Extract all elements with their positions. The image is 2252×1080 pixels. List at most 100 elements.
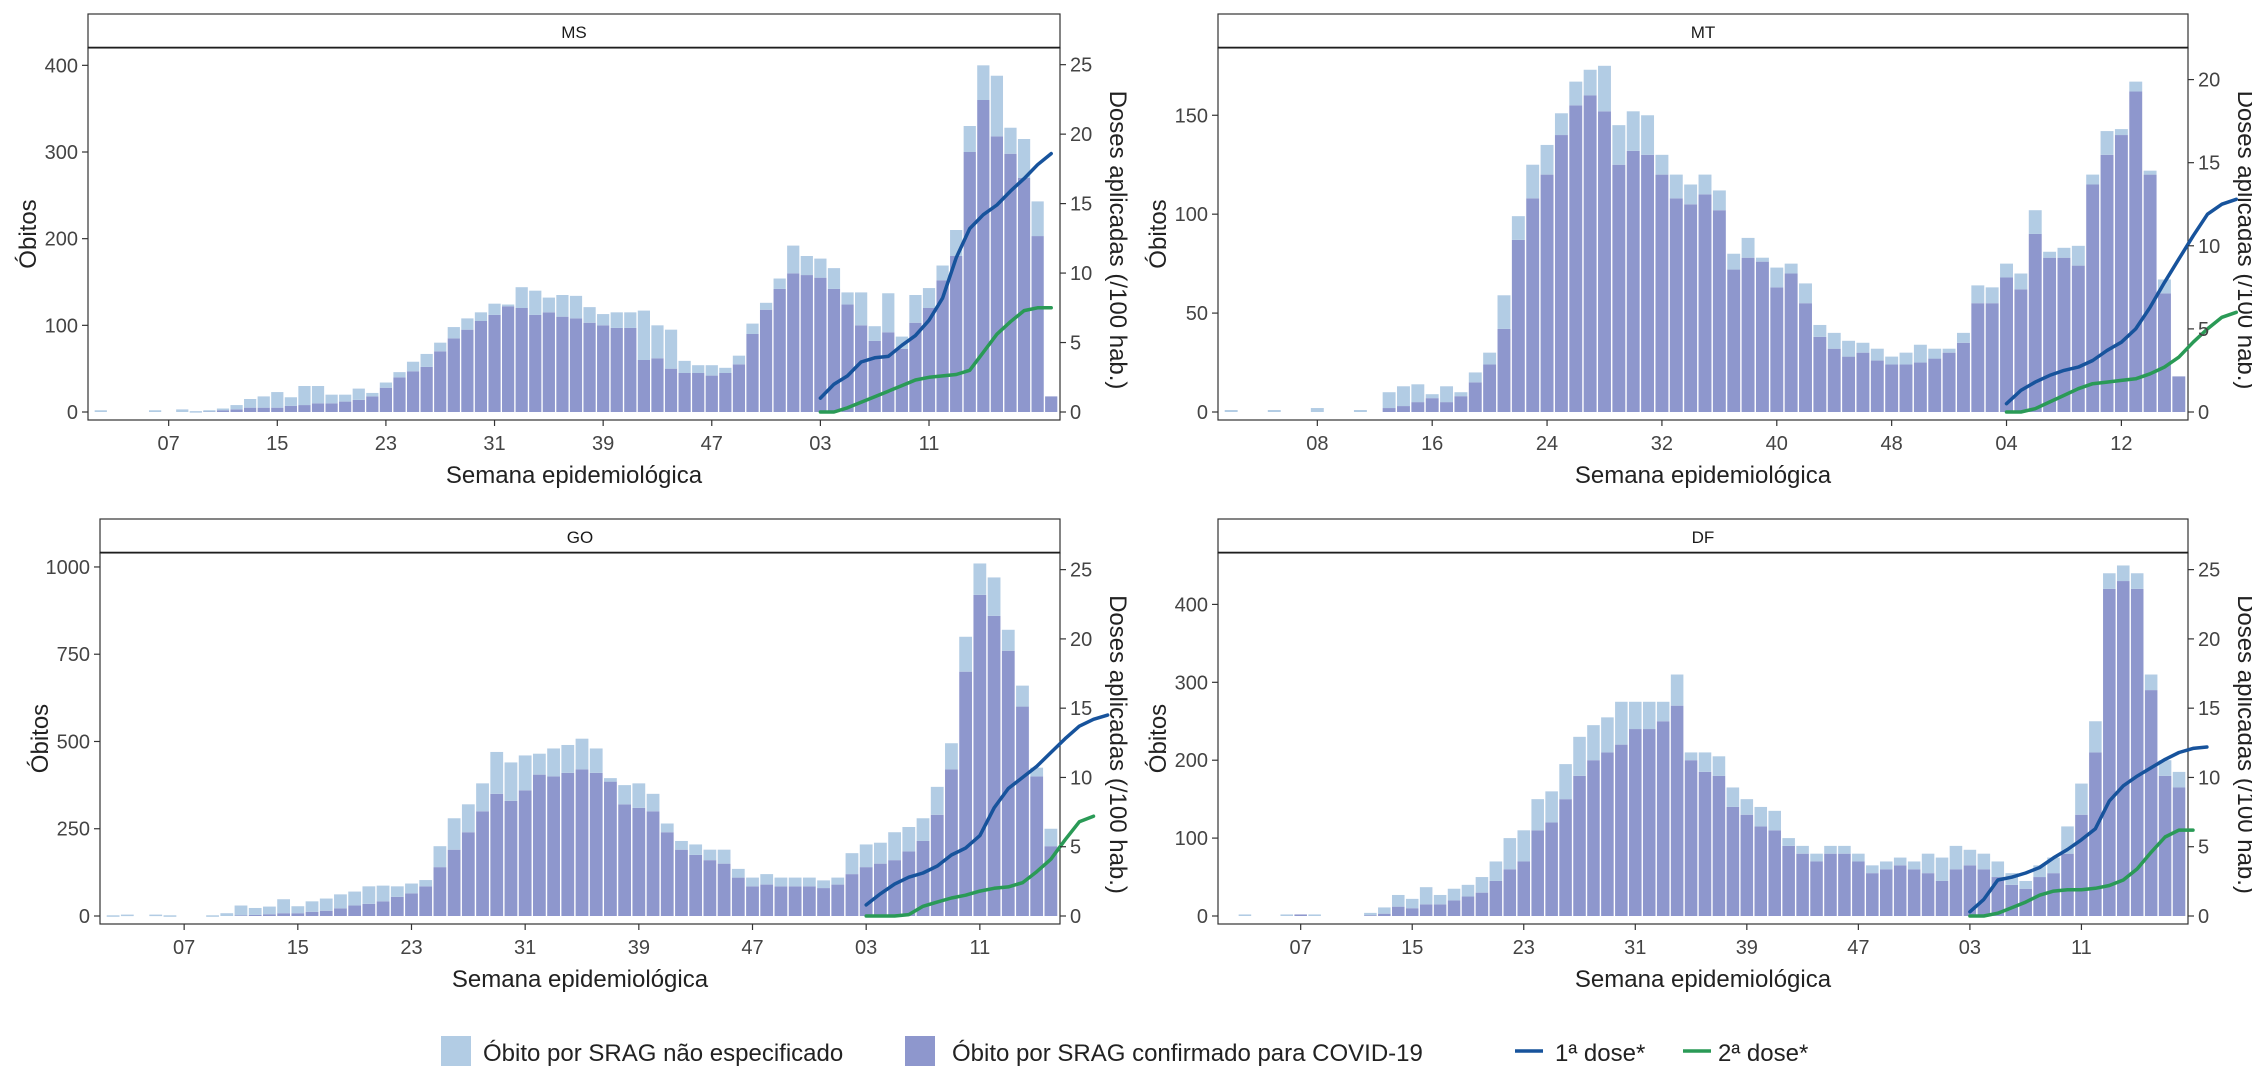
- x-tick-label: 12: [2110, 433, 2132, 455]
- bar-unspecified: [1879, 861, 1893, 870]
- bar-unspecified: [163, 915, 177, 917]
- y2-tick-label: 0: [2198, 402, 2209, 424]
- bar-confirmed: [1031, 236, 1044, 412]
- bar-unspecified: [1856, 342, 1870, 353]
- bar-unspecified: [632, 783, 646, 808]
- bar-confirmed: [447, 338, 460, 412]
- bar-confirmed: [1641, 154, 1655, 412]
- bar-confirmed: [263, 914, 276, 916]
- bar-confirmed: [339, 401, 352, 412]
- bar-confirmed: [298, 405, 311, 412]
- bar-confirmed: [618, 804, 632, 916]
- panel-strip: [87, 13, 1061, 49]
- bar-unspecified: [589, 748, 603, 773]
- bar-confirmed: [705, 375, 718, 412]
- bar-confirmed: [1392, 906, 1405, 916]
- x-tick-label: 31: [514, 937, 536, 959]
- bar-unspecified: [1942, 348, 1956, 353]
- bar-unspecified: [1353, 410, 1367, 412]
- bar-confirmed: [936, 280, 949, 412]
- bar-confirmed: [703, 860, 717, 916]
- bar-unspecified: [1870, 348, 1884, 361]
- bar-unspecified: [909, 295, 922, 323]
- bar-confirmed: [902, 851, 916, 916]
- bar-confirmed: [2047, 873, 2060, 916]
- bar-confirmed: [488, 314, 501, 412]
- x-tick-label: 07: [1290, 937, 1312, 959]
- bar-unspecified: [1727, 253, 1741, 270]
- bar-confirmed: [977, 100, 990, 412]
- bar-unspecified: [1655, 154, 1669, 175]
- bar-unspecified: [1615, 701, 1628, 745]
- panel-df: DF 0 100 200 300 400 0 5 10 15 20 25 07 15 23 31 39 47 03 1…: [1145, 518, 2252, 993]
- bar-unspecified: [1411, 384, 1425, 403]
- bar-confirmed: [1784, 273, 1798, 412]
- bar-unspecified: [291, 906, 305, 914]
- y2-tick-label: 5: [1070, 837, 1081, 859]
- bar-unspecified: [420, 353, 433, 367]
- bar-confirmed: [1740, 814, 1754, 916]
- bar-confirmed: [1461, 896, 1475, 916]
- bar-confirmed: [1382, 408, 1396, 412]
- bar-unspecified: [220, 913, 234, 916]
- bar-unspecified: [1405, 898, 1419, 909]
- bar-unspecified: [419, 880, 433, 887]
- bar-confirmed: [1907, 869, 1921, 916]
- bar-confirmed: [1540, 174, 1554, 412]
- bar-unspecified: [1612, 125, 1626, 165]
- bar-confirmed: [2172, 787, 2186, 916]
- bar-unspecified: [1741, 237, 1755, 258]
- bar-unspecified: [1899, 352, 1913, 365]
- y2-tick-label: 0: [2198, 906, 2209, 928]
- bar-unspecified: [532, 753, 546, 775]
- y-tick-label: 500: [57, 731, 90, 753]
- bar-unspecified: [922, 288, 936, 308]
- bar-confirmed: [692, 373, 705, 412]
- bar-unspecified: [660, 823, 674, 833]
- panel-title: DF: [1692, 528, 1715, 547]
- bar-unspecified: [1475, 877, 1489, 893]
- bar-unspecified: [542, 297, 555, 313]
- y2-tick-label: 10: [1070, 263, 1092, 285]
- bar-unspecified: [1669, 174, 1683, 199]
- bar-confirmed: [474, 321, 488, 412]
- bar-unspecified: [248, 907, 262, 915]
- bar-confirmed: [651, 358, 664, 412]
- bar-confirmed: [433, 867, 447, 916]
- bar-confirmed: [814, 277, 827, 412]
- bar-unspecified: [675, 840, 688, 850]
- bar-confirmed: [787, 273, 800, 412]
- legend-swatch-confirmed: [905, 1036, 935, 1066]
- bar-unspecified: [1754, 806, 1768, 827]
- x-tick-label: 31: [483, 433, 505, 455]
- bar-confirmed: [532, 774, 546, 916]
- bar-unspecified: [120, 914, 134, 917]
- bar-confirmed: [604, 781, 617, 916]
- bar-unspecified: [1755, 257, 1769, 262]
- bar-confirmed: [1655, 174, 1669, 412]
- y2-tick-label: 10: [2198, 767, 2220, 789]
- bar-unspecified: [1784, 263, 1798, 274]
- bar-unspecified: [1601, 717, 1614, 753]
- bar-confirmed: [895, 348, 908, 412]
- bar-unspecified: [569, 295, 583, 319]
- y2-tick-label: 10: [2198, 236, 2220, 258]
- bar-unspecified: [149, 914, 163, 917]
- bar-confirmed: [376, 901, 390, 916]
- bar-unspecified: [148, 410, 162, 412]
- bar-unspecified: [2019, 880, 2032, 889]
- bar-confirmed: [547, 776, 560, 916]
- bar-unspecified: [1626, 111, 1640, 151]
- bar-confirmed: [2043, 257, 2057, 412]
- bar-unspecified: [859, 844, 873, 868]
- bar-unspecified: [1629, 701, 1642, 730]
- bar-confirmed: [1045, 396, 1058, 412]
- y-tick-label: 50: [1186, 303, 1208, 325]
- bar-unspecified: [2057, 247, 2071, 258]
- bar-unspecified: [637, 310, 650, 360]
- bar-unspecified: [1559, 764, 1572, 800]
- bar-unspecified: [814, 258, 827, 278]
- y2-tick-label: 20: [2198, 70, 2220, 92]
- bar-confirmed: [1554, 135, 1568, 413]
